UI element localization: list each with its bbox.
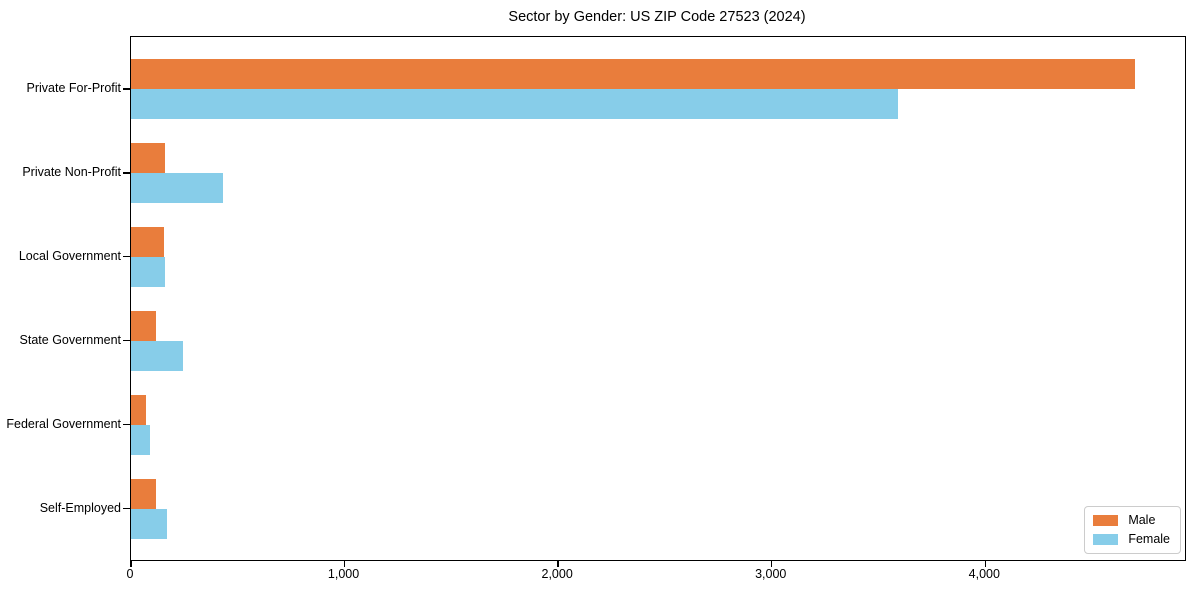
x-tick-label-3000: 3,000 xyxy=(755,567,787,581)
bar-female-self-employed xyxy=(131,508,168,539)
y-tick-self-employed xyxy=(123,507,130,510)
legend-label-female: Female xyxy=(1128,532,1170,546)
chart-title: Sector by Gender: US ZIP Code 27523 (202… xyxy=(508,9,806,25)
bar-male-state-government xyxy=(131,310,156,341)
y-tick-label-state-government: State Government xyxy=(19,332,121,347)
bar-female-local-government xyxy=(131,256,165,287)
x-tick-label-0: 0 xyxy=(126,567,134,581)
bar-female-private-non-profit xyxy=(131,172,223,203)
x-tick-1000 xyxy=(343,560,346,567)
bar-female-private-for-profit xyxy=(131,89,898,119)
legend-swatch-female xyxy=(1093,534,1119,545)
y-tick-private-non-profit xyxy=(123,172,130,174)
bar-male-private-for-profit xyxy=(131,59,1135,89)
x-tick-label-2000: 2,000 xyxy=(541,567,573,581)
x-tick-0 xyxy=(130,560,132,567)
bar-male-private-non-profit xyxy=(131,142,166,173)
y-tick-state-government xyxy=(123,340,130,342)
y-tick-local-government xyxy=(123,256,130,258)
x-tick-label-4000: 4,000 xyxy=(968,567,1000,581)
legend-item-male: Male xyxy=(1093,514,1170,527)
plot-area: Male Female xyxy=(123,36,1186,567)
bar-male-local-government xyxy=(131,226,164,257)
y-tick-label-local-government: Local Government xyxy=(18,248,121,263)
x-tick-3000 xyxy=(771,560,773,567)
bar-female-state-government xyxy=(131,340,184,371)
y-tick-private-for-profit xyxy=(123,88,130,90)
legend-item-female: Female xyxy=(1093,533,1170,546)
x-tick-label-1000: 1,000 xyxy=(327,567,360,581)
bar-male-federal-government xyxy=(131,394,146,425)
bar-female-federal-government xyxy=(131,424,150,455)
legend-swatch-male xyxy=(1093,515,1119,526)
legend: Male Female xyxy=(1084,506,1181,554)
y-tick-label-private-non-profit: Private Non-Profit xyxy=(22,164,121,179)
legend-label-male: Male xyxy=(1128,513,1156,527)
y-tick-label-federal-government: Federal Government xyxy=(6,416,121,431)
bar-male-self-employed xyxy=(131,478,156,509)
y-tick-federal-government xyxy=(123,423,130,426)
y-tick-label-private-for-profit: Private For-Profit xyxy=(26,81,121,95)
y-tick-label-self-employed: Self-Employed xyxy=(39,500,121,515)
x-tick-2000 xyxy=(557,560,559,567)
x-tick-4000 xyxy=(984,560,986,567)
